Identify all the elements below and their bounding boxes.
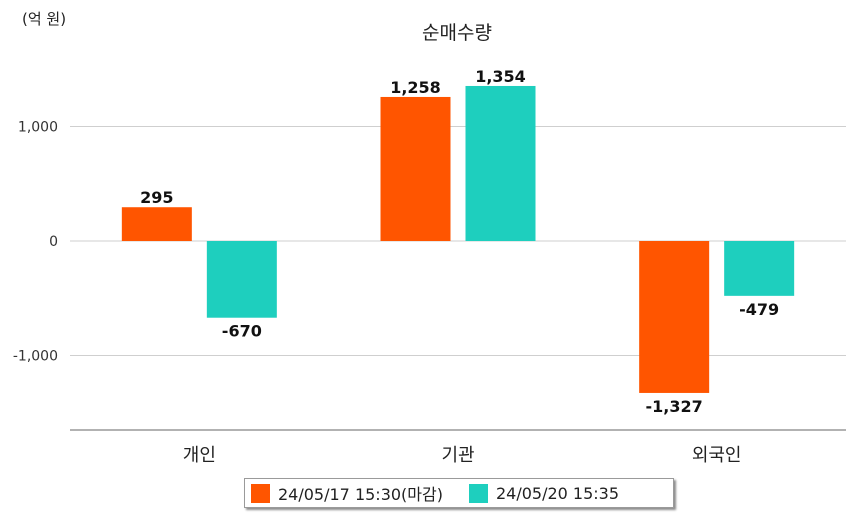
legend-label-series-1: 24/05/17 15:30(마감) [278,485,443,504]
x-tick-label: 기관 [441,445,474,466]
data-label: -1,327 [646,397,703,416]
bar[interactable] [206,241,277,318]
legend-swatch-series-2 [468,483,488,503]
bar[interactable] [380,96,451,241]
x-tick-label: 개인 [183,445,216,466]
unit-label: (억 원) [22,10,67,28]
legend-label-series-2: 24/05/20 15:35 [495,483,620,503]
data-label: -670 [222,322,262,341]
bar[interactable] [121,207,192,241]
data-label: 1,354 [475,67,526,86]
y-tick-label: -1,000 [13,349,58,365]
x-tick-label: 외국인 [692,445,742,466]
bar[interactable] [465,85,536,241]
data-label: 295 [140,188,173,207]
y-tick-label: 1,000 [18,120,58,136]
y-tick-label: 0 [49,234,58,250]
bar[interactable] [724,241,795,296]
data-label: 1,258 [390,78,441,97]
chart-title: 순매수량 [422,22,492,44]
legend-item-series-1[interactable]: 24/05/17 15:30(마감) [251,481,443,505]
data-label: -479 [739,300,779,319]
legend: 24/05/17 15:30(마감) 24/05/20 15:35 [244,478,674,508]
bar[interactable] [639,241,710,393]
legend-swatch-series-1 [251,483,270,503]
legend-item-series-2[interactable]: 24/05/20 15:35 [468,483,620,503]
